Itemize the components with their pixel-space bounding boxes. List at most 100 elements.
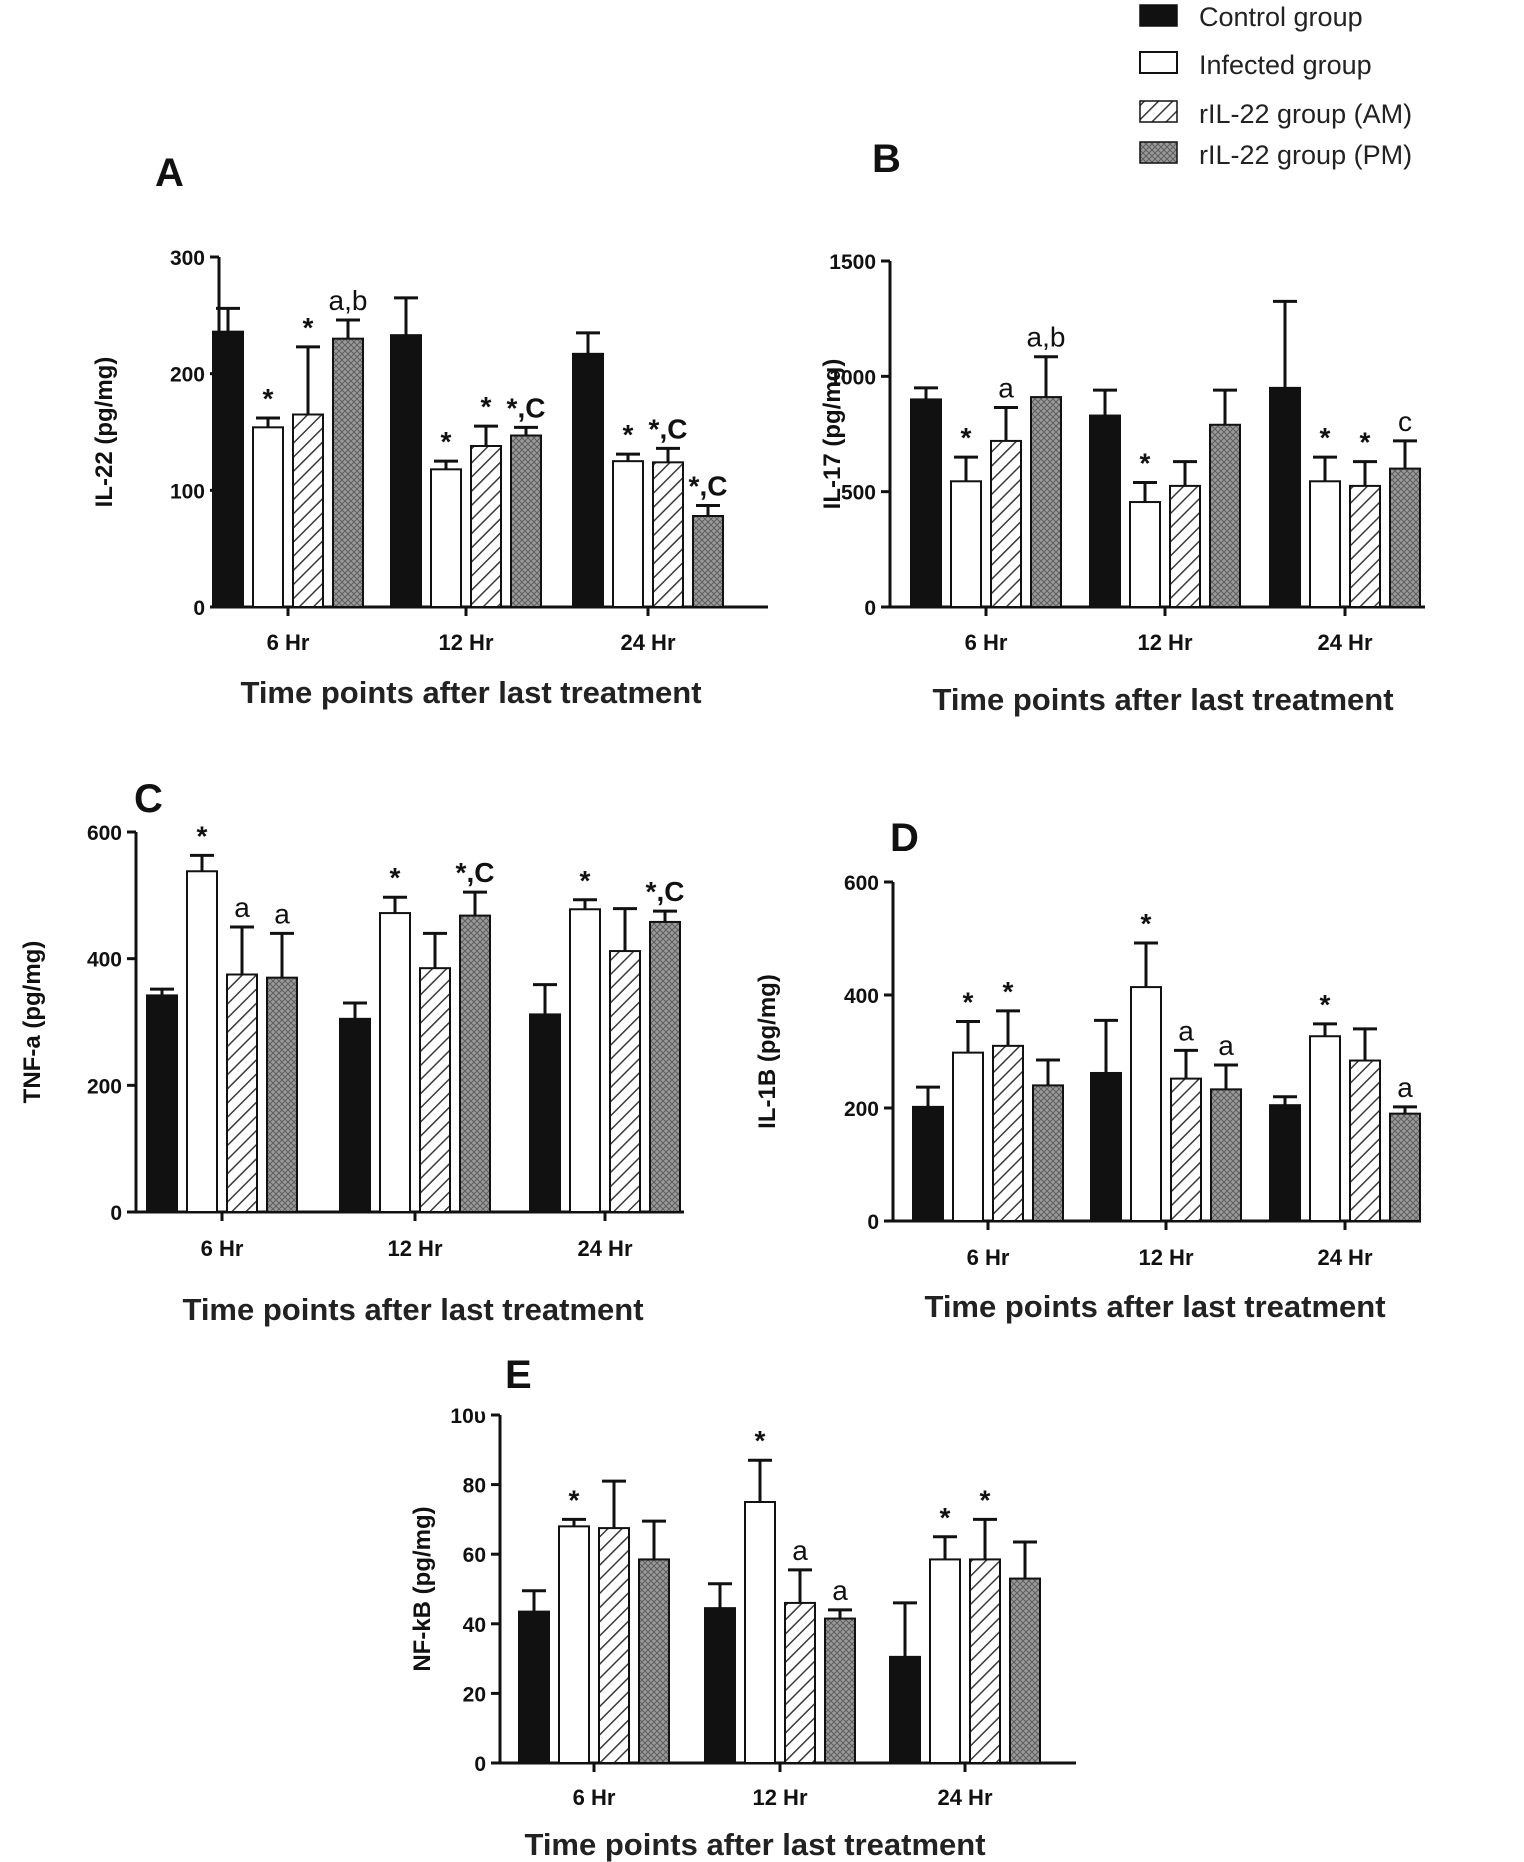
significance-label-c: *,C xyxy=(456,857,495,888)
bar-a-pm xyxy=(332,337,364,608)
bar-e-am xyxy=(598,1527,630,1764)
y-tick-label-d: 200 xyxy=(844,1098,879,1121)
y-axis-label-c: TNF-a (pg/mg) xyxy=(19,941,46,1104)
significance-label-a: * xyxy=(623,419,634,450)
y-tick-label-c: 200 xyxy=(87,1075,122,1098)
panel-a-il22-chart: A 0 100 200 300 IL-22 (pg/mg) 6 Hr 12 Hr 24 Hr Ti… xyxy=(91,151,768,710)
legend-label-control: Control group xyxy=(1199,2,1363,32)
category-label-e: 6 Hr xyxy=(573,1785,616,1810)
y-tick-label-e: 60 xyxy=(463,1544,486,1567)
x-axis-label-a: Time points after last treatment xyxy=(240,675,701,710)
x-axis-label-b: Time points after last treatment xyxy=(932,682,1393,717)
significance-label-a: *,C xyxy=(689,471,728,502)
y-tick-label-b: 1000 xyxy=(829,366,876,389)
bar-d-infected xyxy=(1309,1035,1341,1222)
y-tick-label-e: 20 xyxy=(463,1683,486,1706)
panel-letter-c: C xyxy=(134,777,163,821)
significance-label-a: * xyxy=(481,391,492,422)
bar-c-control xyxy=(529,1013,561,1214)
category-label-c: 24 Hr xyxy=(577,1236,632,1261)
bar-a-pm xyxy=(510,434,542,608)
legend: Control group Infected group rIL-22 grou… xyxy=(1139,2,1412,170)
bar-e-infected xyxy=(744,1501,776,1764)
significance-label-a: * xyxy=(263,383,274,414)
bar-a-am xyxy=(292,413,324,608)
bar-c-pm xyxy=(649,920,681,1214)
bar-c-pm xyxy=(266,976,298,1214)
y-axis-label-d: IL-1B (pg/mg) xyxy=(754,974,781,1129)
significance-label-e: a xyxy=(792,1535,808,1566)
bar-d-am xyxy=(1170,1077,1202,1222)
bar-b-infected xyxy=(950,480,982,608)
significance-label-c: * xyxy=(197,820,208,851)
panel-d-il1b-chart: D 0 200 400 600 IL-1B (pg/mg) 6 Hr 12 Hr 24 Hr Ti… xyxy=(754,816,1421,1324)
significance-label-c: a xyxy=(274,898,290,929)
bar-c-infected xyxy=(379,912,411,1213)
y-tick-label-e: 10υ xyxy=(450,1405,486,1428)
y-axis-label-a: IL-22 (pg/mg) xyxy=(91,357,118,508)
bar-a-infected xyxy=(612,460,644,608)
bar-e-am xyxy=(969,1558,1001,1765)
category-label-e: 24 Hr xyxy=(937,1785,992,1810)
category-label-d: 24 Hr xyxy=(1317,1245,1372,1270)
significance-label-a: *,C xyxy=(507,392,546,423)
y-tick-label-a: 300 xyxy=(170,247,205,270)
bar-b-infected xyxy=(1129,501,1161,608)
bar-b-am xyxy=(1169,484,1201,608)
category-label-d: 12 Hr xyxy=(1138,1245,1193,1270)
significance-label-e: * xyxy=(980,1484,991,1515)
bar-a-infected xyxy=(252,426,284,609)
significance-label-b: * xyxy=(961,422,972,453)
legend-entry-infected: Infected group xyxy=(1139,50,1372,80)
bar-b-control xyxy=(1089,414,1121,608)
significance-label-d: a xyxy=(1397,1072,1413,1103)
bar-a-infected xyxy=(430,468,462,609)
bar-e-pm xyxy=(638,1558,670,1765)
bar-e-control xyxy=(518,1610,550,1764)
significance-label-d: * xyxy=(1141,908,1152,939)
bar-d-am xyxy=(992,1044,1024,1222)
bar-a-control xyxy=(390,334,422,608)
bar-c-control xyxy=(146,994,178,1214)
bar-c-infected xyxy=(186,870,218,1213)
category-label-b: 12 Hr xyxy=(1137,630,1192,655)
legend-label-pm: rIL-22 group (PM) xyxy=(1199,140,1412,170)
legend-label-am: rIL-22 group (AM) xyxy=(1199,99,1412,129)
bar-e-pm xyxy=(1009,1577,1041,1765)
significance-label-d: * xyxy=(1003,976,1014,1007)
bar-c-pm xyxy=(459,914,491,1213)
bar-d-infected xyxy=(952,1051,984,1222)
bar-a-am xyxy=(652,461,684,609)
bar-d-control xyxy=(1090,1071,1122,1222)
bar-b-am xyxy=(1349,484,1381,608)
significance-label-d: a xyxy=(1178,1015,1194,1046)
y-axis-label-b: IL-17 (pg/mg) xyxy=(819,359,846,510)
bar-d-am xyxy=(1349,1059,1381,1223)
legend-entry-am: rIL-22 group (AM) xyxy=(1139,99,1412,129)
y-tick-label-c: 600 xyxy=(87,822,122,845)
bar-c-am xyxy=(609,950,641,1213)
significance-label-b: * xyxy=(1360,427,1371,458)
legend-label-infected: Infected group xyxy=(1199,50,1372,80)
bar-b-am xyxy=(990,439,1022,609)
y-tick-label-b: 0 xyxy=(864,597,876,620)
panel-b-il17-chart: B 0 500 1000 1500 IL-17 (pg/mg) 6 Hr 12 Hr 24 Hr… xyxy=(819,137,1425,717)
panel-letter-b: B xyxy=(872,137,901,181)
significance-label-b: c xyxy=(1398,406,1412,437)
bar-a-control xyxy=(212,330,244,608)
significance-label-d: * xyxy=(963,987,974,1018)
y-tick-label-b: 1500 xyxy=(829,251,876,274)
category-label-c: 12 Hr xyxy=(387,1236,442,1261)
significance-label-a: a,b xyxy=(329,285,368,316)
significance-label-e: a xyxy=(832,1575,848,1606)
significance-label-c: * xyxy=(390,862,401,893)
panel-letter-d: D xyxy=(890,816,919,860)
y-tick-label-d: 400 xyxy=(844,985,879,1008)
legend-entry-pm: rIL-22 group (PM) xyxy=(1139,140,1412,170)
bar-b-pm xyxy=(1209,423,1241,609)
category-label-e: 12 Hr xyxy=(752,1785,807,1810)
x-axis-label-d: Time points after last treatment xyxy=(924,1289,1385,1324)
significance-label-c: a xyxy=(234,892,250,923)
legend-swatch-am xyxy=(1139,100,1178,123)
